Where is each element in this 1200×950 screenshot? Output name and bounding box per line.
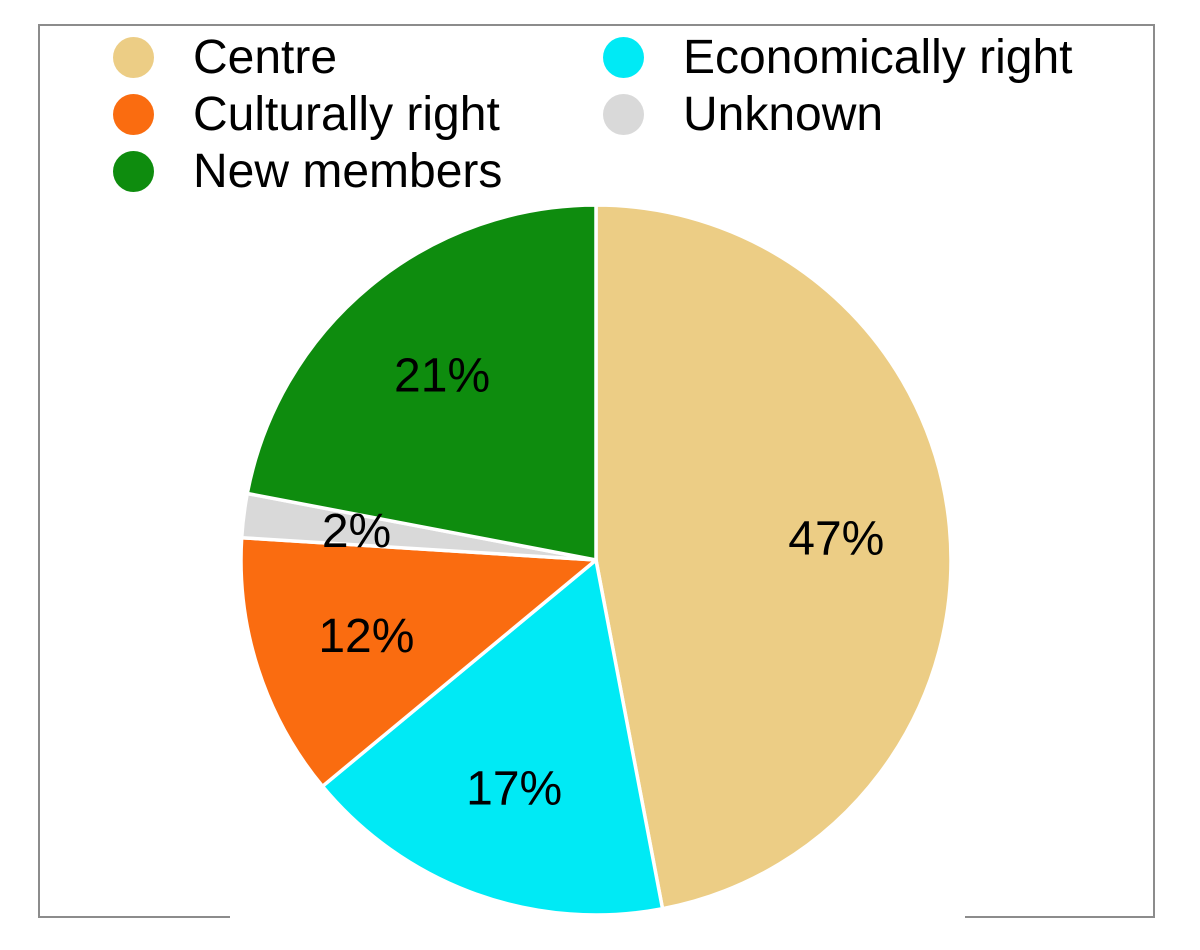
pie-slice-centre [594, 203, 953, 911]
legend-item-new-members: New members [113, 143, 603, 200]
chart-legend: Centre Economically right Culturally right… [113, 29, 1072, 200]
pie-slice-label-unknown: 2% [322, 505, 391, 558]
legend-item-centre: Centre [113, 29, 603, 86]
legend-item-culturally-right: Culturally right [113, 86, 603, 143]
legend-label: New members [193, 144, 503, 198]
legend-swatch-icon [113, 94, 154, 135]
legend-item-unknown: Unknown [603, 86, 1072, 143]
pie-slice-label-centre: 47% [788, 513, 884, 566]
legend-swatch-icon [603, 94, 644, 135]
legend-label: Centre [193, 30, 338, 84]
pie-chart: 47% 17% 12% 2% 21% [239, 203, 953, 917]
legend-label: Economically right [683, 30, 1073, 84]
pie-slice-culturally-right [239, 535, 598, 789]
pie-slice-economically-right [320, 558, 665, 917]
legend-swatch-icon [603, 37, 644, 78]
pie-slice-label-economically-right: 17% [466, 762, 562, 815]
pie-slice-new-members [245, 203, 598, 562]
legend-swatch-icon [113, 37, 154, 78]
pie-chart-area: 47% 17% 12% 2% 21% [230, 195, 965, 950]
legend-swatch-icon [113, 151, 154, 192]
legend-label: Unknown [683, 87, 884, 141]
pie-slice-label-culturally-right: 12% [318, 610, 414, 663]
legend-item-economically-right: Economically right [603, 29, 1072, 86]
pie-slice-label-new-members: 21% [394, 349, 490, 402]
legend-label: Culturally right [193, 87, 500, 141]
